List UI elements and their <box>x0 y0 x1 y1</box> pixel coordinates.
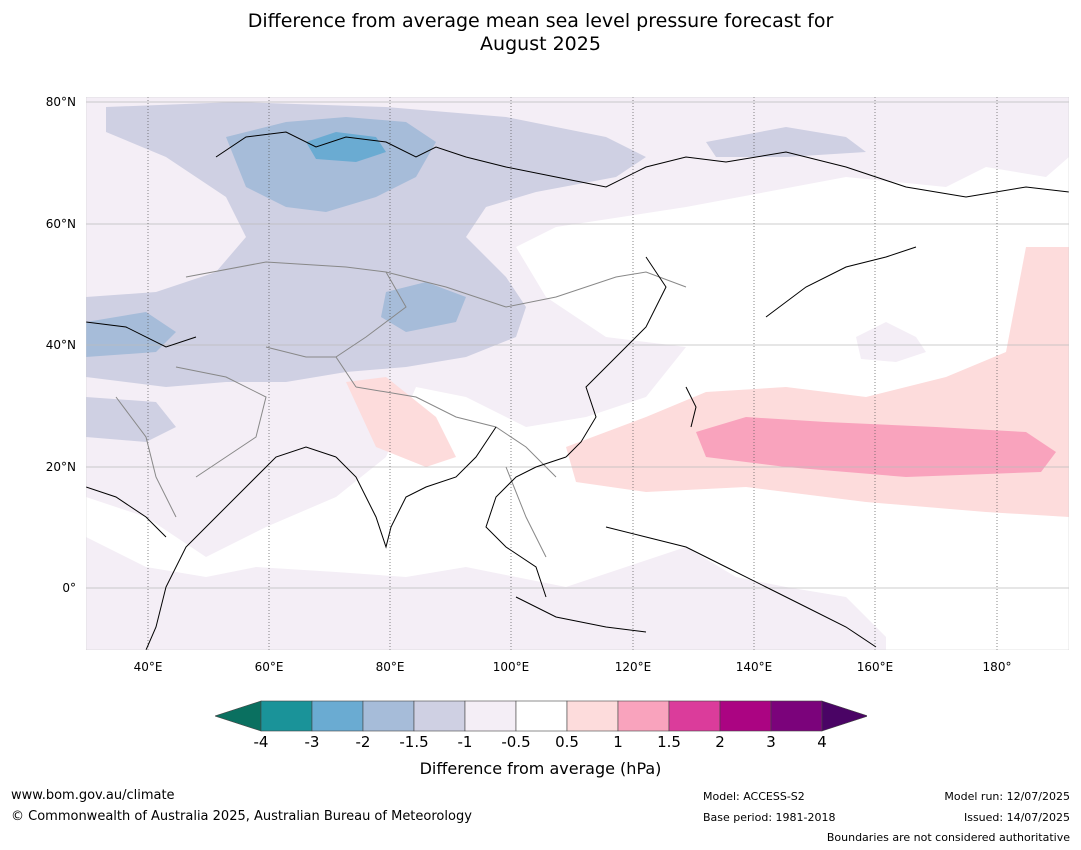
colorbar-cell <box>617 700 670 732</box>
colorbar-tick-label: -0.5 <box>501 733 531 751</box>
colorbar-tick-label: -2 <box>355 733 371 751</box>
anomaly-region-pos-1 <box>346 377 456 467</box>
coastlines <box>86 131 1069 650</box>
colorbar-cell <box>770 700 823 732</box>
colorbar-cell <box>311 700 364 732</box>
anomaly-region-mid-2 <box>86 397 176 442</box>
footer-model: Model: ACCESS-S2 <box>703 790 805 803</box>
title-line-2: August 2025 <box>480 33 601 55</box>
footer-model-run: Model run: 12/07/2025 <box>944 790 1070 803</box>
colorbar-cell <box>566 700 619 732</box>
colorbar-cell <box>719 700 772 732</box>
lon-label-180: 180° <box>982 660 1012 674</box>
footer-copyright: © Commonwealth of Australia 2025, Austra… <box>11 809 472 824</box>
colorbar-cell <box>260 700 313 732</box>
footer-boundaries: Boundaries are not considered authoritat… <box>826 831 1070 844</box>
footer-website: www.bom.gov.au/climate <box>11 788 175 803</box>
colorbar-cell <box>668 700 721 732</box>
colorbar-label: Difference from average (hPa) <box>419 759 662 778</box>
colorbar-cell <box>515 700 568 732</box>
colorbar-cell <box>464 700 517 732</box>
colorbar-tick-label: -1 <box>457 733 473 751</box>
colorbar-tick-label: 1 <box>613 733 623 751</box>
anomaly-region-low-2 <box>86 537 886 650</box>
lon-label-160e: 160°E <box>856 660 894 674</box>
lon-label-40e: 40°E <box>133 660 163 674</box>
colorbar-cell <box>413 700 466 732</box>
colorbar-cell <box>362 700 415 732</box>
title-line-1: Difference from average mean sea level p… <box>247 10 834 32</box>
colorbar-tick-label: 1.5 <box>657 733 681 751</box>
anomaly-region-strong-2 <box>86 312 176 357</box>
lon-label-100e: 100°E <box>492 660 530 674</box>
latitude-gridlines <box>86 101 1069 589</box>
longitude-gridlines <box>147 97 998 650</box>
lon-label-80e: 80°E <box>375 660 405 674</box>
anomaly-region-mid-3 <box>706 127 866 157</box>
lon-label-120e: 120°E <box>614 660 652 674</box>
colorbar-tick-label: 0.5 <box>555 733 579 751</box>
lat-label-60n: 60°N <box>45 217 76 231</box>
forecast-map <box>86 97 1069 650</box>
footer-base-period: Base period: 1981-2018 <box>703 811 836 824</box>
colorbar-tick-label: -4 <box>253 733 269 751</box>
anomaly-region-strong <box>226 117 436 212</box>
colorbar-tick-label: -1.5 <box>399 733 429 751</box>
lat-label-0: 0° <box>62 581 76 595</box>
lon-label-60e: 60°E <box>254 660 284 674</box>
footer-issued: Issued: 14/07/2025 <box>963 811 1070 824</box>
colorbar-extend-high <box>821 700 867 732</box>
lat-label-20n: 20°N <box>45 460 76 474</box>
lat-label-80n: 80°N <box>45 95 76 109</box>
colorbar-tick-label: 3 <box>766 733 776 751</box>
anomaly-region-mid <box>86 102 646 387</box>
map-title: Difference from average mean sea level p… <box>0 10 1081 56</box>
anomaly-region-pos-core <box>696 417 1056 477</box>
lat-label-40n: 40°N <box>45 338 76 352</box>
anomaly-region-low-3 <box>856 322 926 362</box>
colorbar-extend-low <box>215 700 262 732</box>
anomaly-region-strong-3 <box>381 282 466 332</box>
colorbar-tick-label: 2 <box>715 733 725 751</box>
lon-label-140e: 140°E <box>735 660 773 674</box>
colorbar <box>215 700 867 732</box>
colorbar-tick-label: -3 <box>304 733 320 751</box>
colorbar-tick-label: 4 <box>817 733 827 751</box>
